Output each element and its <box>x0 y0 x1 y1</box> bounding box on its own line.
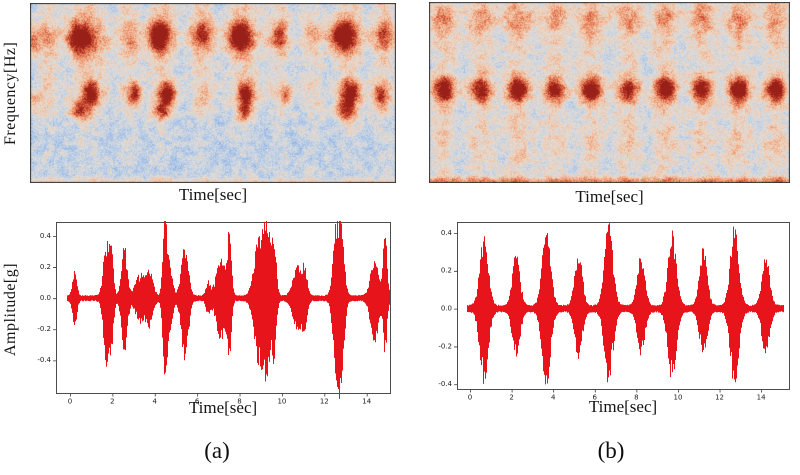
spectrogram-b-xlabel: Time[sec] <box>575 187 644 206</box>
waveform-a <box>30 221 392 407</box>
caption-a: (a) <box>204 438 230 463</box>
frequency-axis-label: Frequency[Hz] <box>2 41 19 145</box>
spectrogram-a <box>30 3 396 183</box>
waveform-a-xlabel: Time[sec] <box>188 398 258 417</box>
amplitude-axis-label: Amplitude[g] <box>2 262 19 356</box>
spectrogram-b <box>429 2 790 183</box>
waveform-b <box>432 221 790 403</box>
caption-b: (b) <box>597 438 625 463</box>
waveform-b-xlabel: Time[sec] <box>588 397 658 416</box>
spectrogram-a-xlabel: Time[sec] <box>178 185 248 204</box>
